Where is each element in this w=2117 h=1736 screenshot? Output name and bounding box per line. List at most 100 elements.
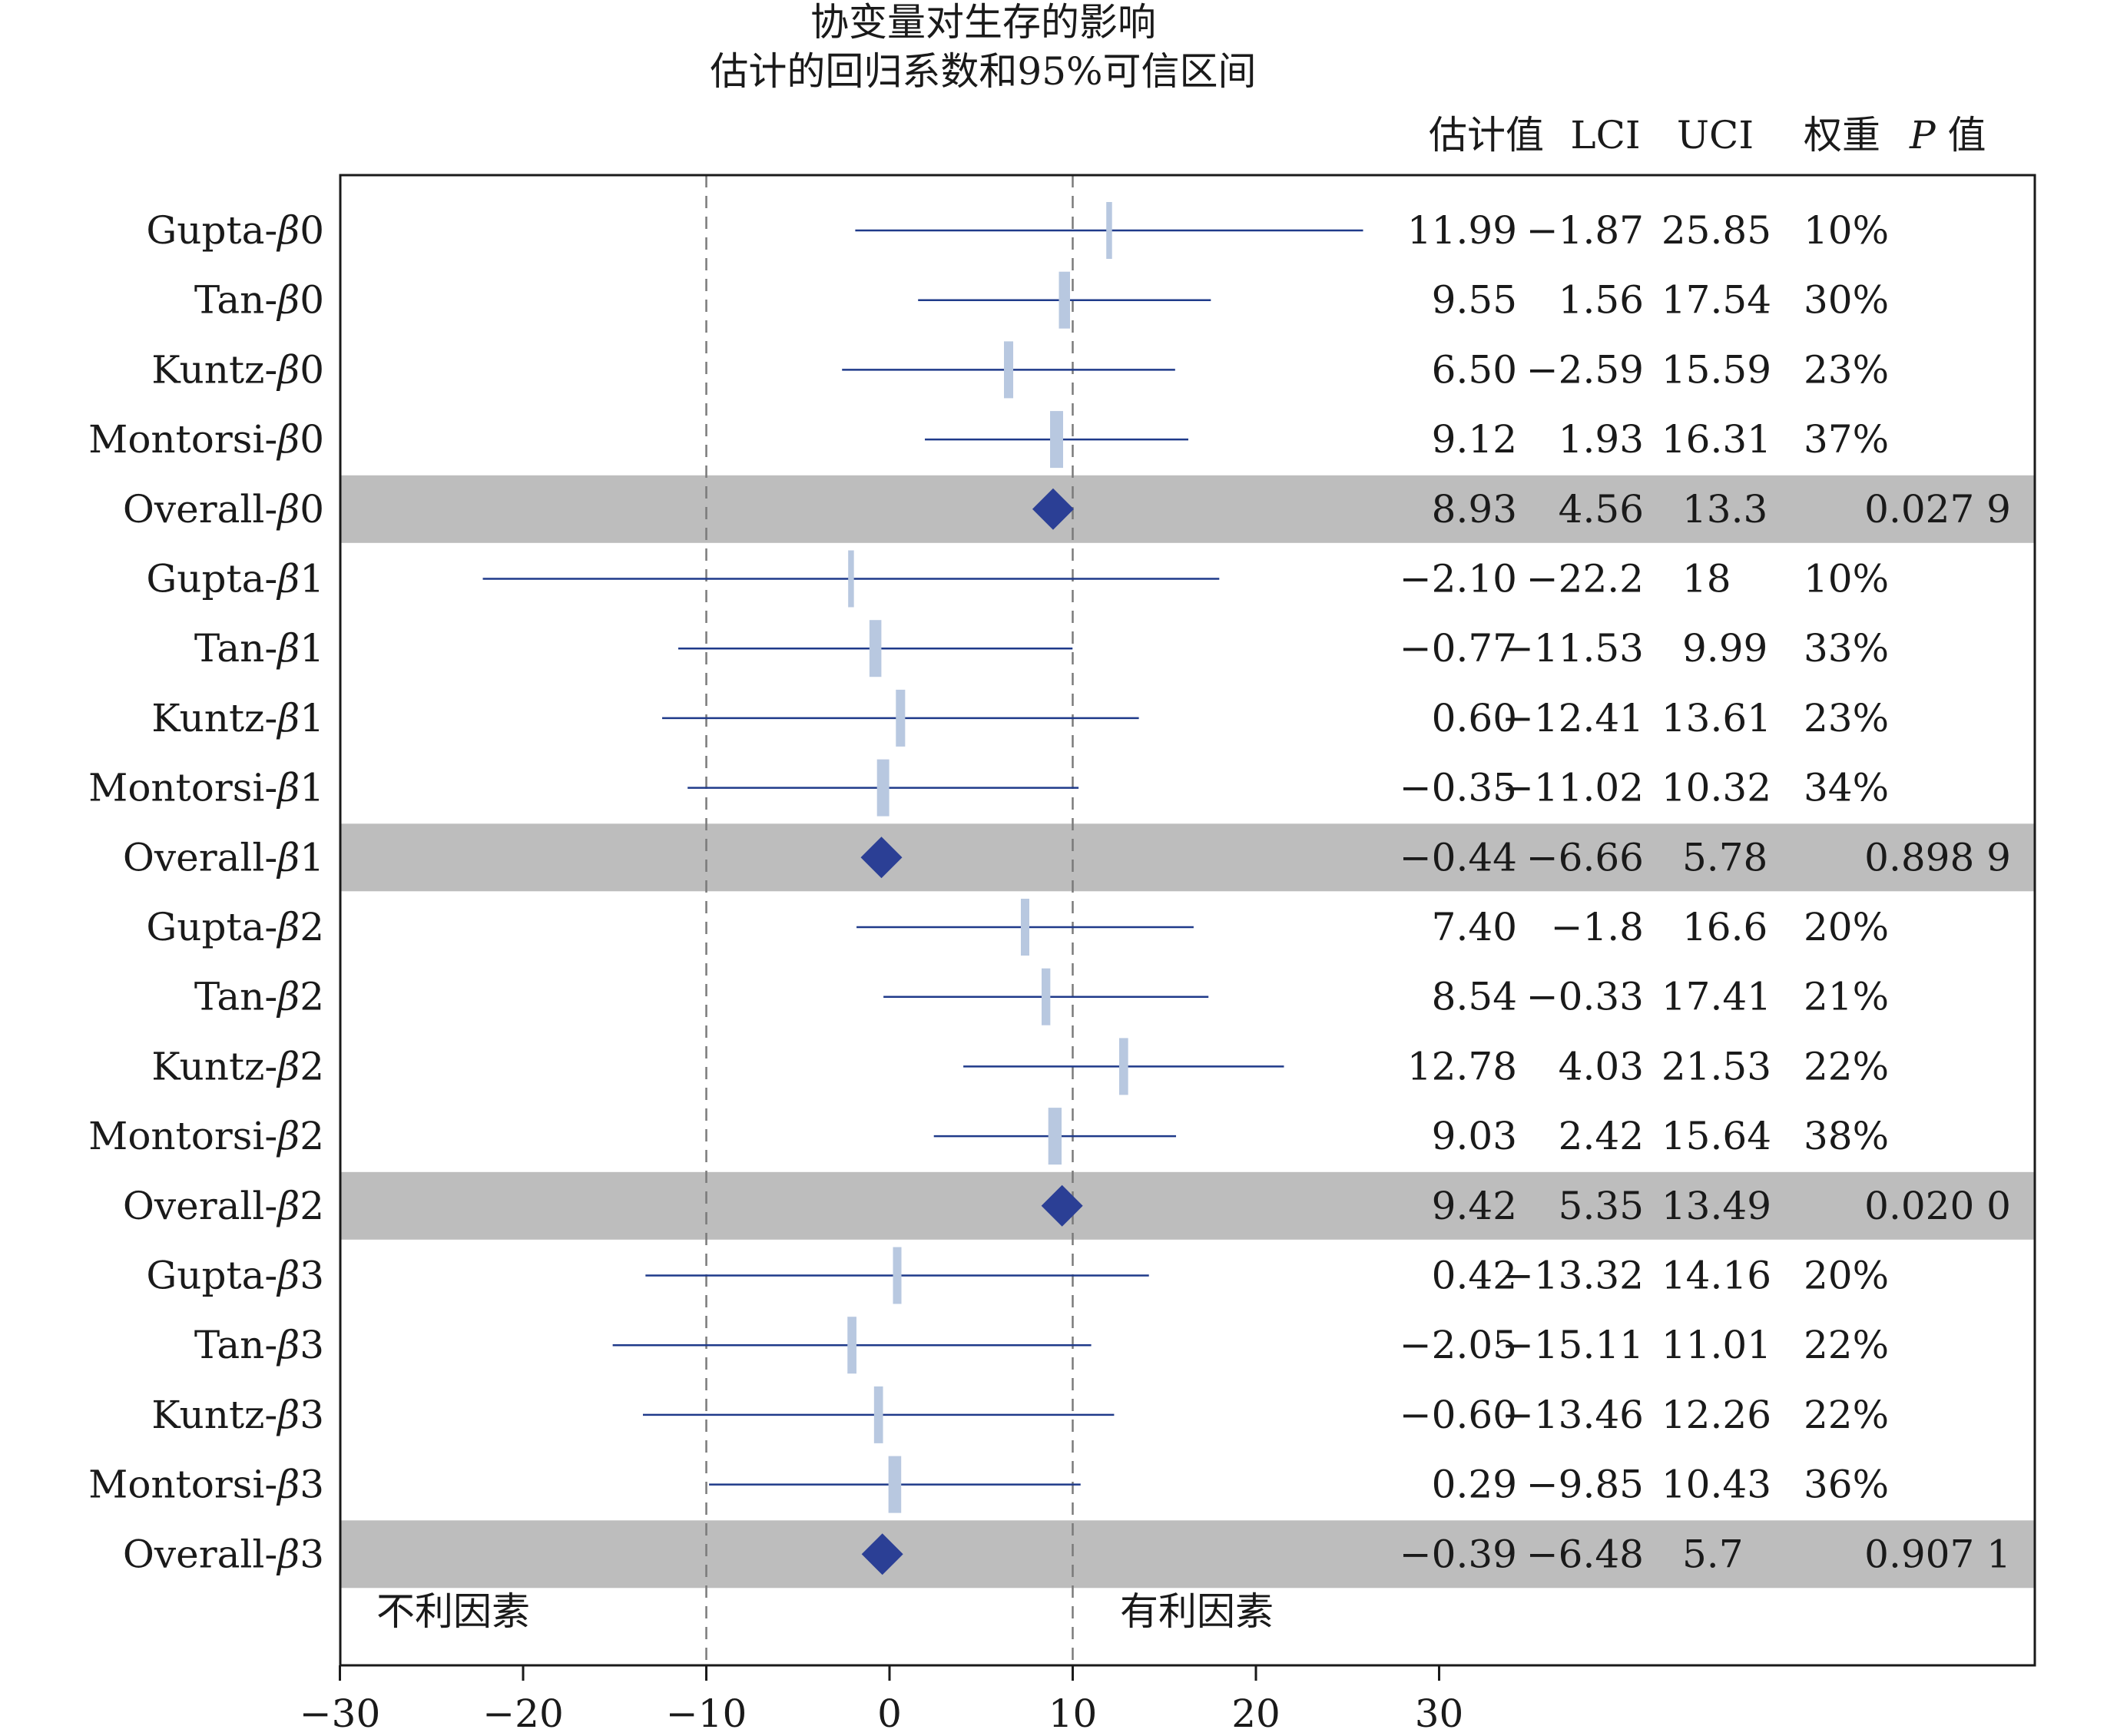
estimate-marker xyxy=(1004,341,1014,399)
cell-uci: 11.01 xyxy=(1661,1323,1771,1367)
cell-weight: 36% xyxy=(1804,1463,1889,1507)
cell-lci: −13.32 xyxy=(1502,1254,1644,1298)
row-label-beta: β xyxy=(276,766,300,810)
row-label: Gupta-β3 xyxy=(146,1254,324,1298)
overall-band xyxy=(340,1520,2035,1589)
cell-uci: 10.43 xyxy=(1661,1463,1771,1507)
row-label-index: 3 xyxy=(300,1323,324,1367)
row-label-beta: β xyxy=(276,975,300,1019)
cell-estimate: −0.35 xyxy=(1400,766,1517,810)
cell-uci: 5.78 xyxy=(1682,835,1767,880)
row-label-name: Montorsi- xyxy=(88,766,277,810)
row-label: Gupta-β0 xyxy=(146,208,324,253)
row-label: Gupta-β1 xyxy=(146,557,324,601)
row-label-name: Overall- xyxy=(123,835,277,880)
row-label-index: 1 xyxy=(300,557,324,601)
row-label-name: Gupta- xyxy=(146,905,277,949)
cell-p-value: 0.898 9 xyxy=(1864,835,2011,880)
cell-uci: 25.85 xyxy=(1661,208,1771,253)
cell-weight: 21% xyxy=(1804,975,1889,1019)
header-p-value: P 值 xyxy=(1909,113,1986,157)
row-label: Tan-β1 xyxy=(194,626,324,671)
chart-title: 协变量对生存的影响 xyxy=(810,0,1156,45)
row-label-index: 2 xyxy=(300,1114,324,1158)
cell-lci: 1.56 xyxy=(1559,278,1644,323)
cell-estimate: −0.44 xyxy=(1400,835,1517,880)
plot-title: 协变量对生存的影响 估计的回归系数和95%可信区间 xyxy=(710,0,1256,94)
estimate-marker xyxy=(1048,1108,1062,1165)
row-label-name: Gupta- xyxy=(146,208,277,253)
cell-lci: −12.41 xyxy=(1502,696,1644,740)
cell-estimate: −2.05 xyxy=(1400,1323,1517,1367)
cell-estimate: 9.55 xyxy=(1432,278,1517,323)
row-label-beta: β xyxy=(276,1532,300,1576)
cell-estimate: 12.78 xyxy=(1407,1044,1517,1088)
overall-band xyxy=(340,475,2035,543)
cell-weight: 22% xyxy=(1804,1044,1889,1088)
row-label-index: 1 xyxy=(300,835,324,880)
cell-weight: 20% xyxy=(1804,1254,1889,1298)
row-label-name: Montorsi- xyxy=(88,1463,277,1507)
column-headers: 估计值 LCI UCI 权重 P 值 xyxy=(1429,113,1986,157)
row-label-index: 1 xyxy=(300,696,324,740)
row-label-beta: β xyxy=(276,1393,300,1437)
row-label-index: 1 xyxy=(300,626,324,671)
row-label-name: Gupta- xyxy=(146,557,277,601)
cell-lci: −6.66 xyxy=(1526,835,1644,880)
cell-lci: −15.11 xyxy=(1502,1323,1644,1367)
cell-lci: −0.33 xyxy=(1526,975,1644,1019)
row-label-name: Montorsi- xyxy=(88,1114,277,1158)
row-label-name: Kuntz- xyxy=(151,696,277,740)
cell-estimate: 8.93 xyxy=(1432,487,1517,532)
header-p-italic: P xyxy=(1909,113,1936,157)
cell-uci: 16.6 xyxy=(1682,905,1767,949)
row-label-name: Kuntz- xyxy=(151,1044,277,1088)
row-label-index: 3 xyxy=(300,1463,324,1507)
table-cells: 11.99 −1.87 25.85 10%9.55 1.56 17.54 30%6.50 −2… xyxy=(1400,208,2011,1576)
cell-uci: 21.53 xyxy=(1661,1044,1771,1088)
cell-uci: 10.32 xyxy=(1661,766,1771,810)
cell-lci: 2.42 xyxy=(1559,1114,1644,1158)
row-label-beta: β xyxy=(276,1044,300,1088)
cell-p-value: 0.027 9 xyxy=(1864,487,2011,532)
row-label-beta: β xyxy=(276,347,300,392)
row-label: Kuntz-β3 xyxy=(151,1393,324,1437)
cell-lci: −13.46 xyxy=(1502,1393,1644,1437)
row-label-beta: β xyxy=(276,557,300,601)
estimate-marker xyxy=(1020,899,1029,956)
header-lci: LCI xyxy=(1570,113,1640,157)
cell-estimate: −0.60 xyxy=(1400,1393,1517,1437)
cell-estimate: 9.03 xyxy=(1432,1114,1517,1158)
estimate-marker xyxy=(896,689,906,747)
cell-estimate: 0.60 xyxy=(1432,696,1517,740)
row-label-beta: β xyxy=(276,1114,300,1158)
row-label-name: Tan- xyxy=(194,626,277,671)
overall-band xyxy=(340,1171,2035,1240)
estimate-marker xyxy=(847,1317,856,1374)
cell-uci: 14.16 xyxy=(1661,1254,1771,1298)
row-label-beta: β xyxy=(276,487,300,532)
row-label-index: 1 xyxy=(300,766,324,810)
row-label-index: 3 xyxy=(300,1393,324,1437)
x-tick-label: 20 xyxy=(1231,1691,1280,1736)
unfavorable-note: 不利因素 xyxy=(376,1589,530,1634)
overall-diamond xyxy=(1041,1184,1083,1227)
x-tick-label: −10 xyxy=(666,1691,747,1736)
row-label-name: Overall- xyxy=(123,1184,277,1228)
favorable-note: 有利因素 xyxy=(1120,1589,1274,1634)
row-label: Overall-β1 xyxy=(123,835,324,880)
cell-uci: 5.7 xyxy=(1682,1532,1744,1576)
x-axis: −30 −20 −10 0 10 20 30 xyxy=(300,1665,1463,1736)
cell-lci: 4.03 xyxy=(1559,1044,1644,1088)
cell-lci: −9.85 xyxy=(1526,1463,1644,1507)
estimate-marker xyxy=(869,620,882,678)
header-uci: UCI xyxy=(1677,113,1754,157)
row-label-index: 3 xyxy=(300,1254,324,1298)
x-tick-label: 10 xyxy=(1049,1691,1098,1736)
row-label-index: 2 xyxy=(300,1044,324,1088)
row-label-index: 2 xyxy=(300,975,324,1019)
cell-lci: −2.59 xyxy=(1526,347,1644,392)
cell-lci: −11.53 xyxy=(1502,626,1644,671)
cell-uci: 17.54 xyxy=(1661,278,1771,323)
